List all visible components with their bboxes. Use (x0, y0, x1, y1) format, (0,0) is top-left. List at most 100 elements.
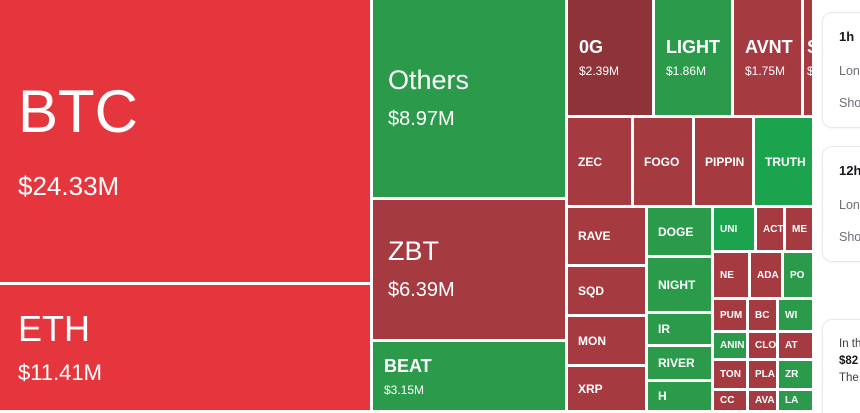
tile-symbol: MON (578, 333, 606, 348)
tile-ton[interactable]: TON (714, 361, 746, 388)
tile-symbol: WI (785, 309, 798, 321)
tile-symbol: UNI (720, 223, 738, 235)
tile-ne[interactable]: NE (714, 253, 748, 297)
tile-beat[interactable]: BEAT $3.15M (373, 342, 565, 410)
tile-symbol: RAVE (578, 229, 611, 243)
tile-symbol: ME (792, 223, 807, 235)
tile-value: $1.86M (666, 64, 707, 78)
tile-s[interactable]: S $ (804, 0, 812, 115)
tile-fogo[interactable]: FOGO (634, 118, 692, 205)
tile-symbol: LIGHT (666, 37, 720, 57)
tile-at[interactable]: AT (779, 333, 812, 358)
tile-value: $24.33M (18, 171, 120, 201)
tile-symbol: AVNT (745, 37, 793, 57)
tile-pippin[interactable]: PIPPIN (695, 118, 752, 205)
summary-text-line: The (839, 372, 859, 384)
tile-me[interactable]: ME (786, 208, 812, 250)
tile-symbol: S (807, 37, 812, 58)
tile-symbol: TRUTH (765, 154, 806, 169)
short-stat-label: Sho (839, 230, 860, 244)
tile-symbol: ZBT (388, 236, 439, 267)
tile-mon[interactable]: MON (568, 317, 645, 364)
tile-cc[interactable]: CC (714, 391, 746, 410)
tile-symbol: AT (785, 340, 798, 351)
tile-0g[interactable]: 0G $2.39M (568, 0, 652, 115)
tile-symbol: LA (785, 395, 799, 406)
tile-river[interactable]: RIVER (648, 347, 711, 379)
tile-others[interactable]: Others $8.97M (373, 0, 565, 197)
tile-value: $11.41M (18, 360, 102, 386)
tile-zr[interactable]: ZR (779, 361, 812, 388)
sidebar-panel: 1h Lon Sho 12h Lon Sho In th $82 The (820, 0, 860, 413)
stats-card-title: 12h (839, 163, 860, 178)
tile-symbol: DOGE (658, 224, 694, 239)
tile-symbol: TON (720, 369, 741, 380)
tile-po[interactable]: PO (784, 253, 812, 297)
tile-symbol: NE (720, 269, 734, 281)
tile-avnt[interactable]: AVNT $1.75M (734, 0, 801, 115)
tile-symbol: AVA (755, 395, 775, 406)
tile-wi[interactable]: WI (779, 300, 812, 330)
stats-card-title: 1h (839, 29, 855, 44)
tile-symbol: ZEC (578, 154, 602, 169)
tile-pum[interactable]: PUM (714, 300, 746, 330)
tile-symbol: RIVER (658, 356, 695, 370)
tile-symbol: PUM (720, 309, 743, 321)
tile-symbol: CLO (755, 340, 776, 351)
tile-night[interactable]: NIGHT (648, 258, 711, 311)
summary-card: In th $82 The (822, 319, 860, 413)
tile-zbt[interactable]: ZBT $6.39M (373, 200, 565, 339)
tile-symbol: Others (388, 65, 470, 96)
tile-value: $3.15M (384, 382, 425, 397)
tile-rave[interactable]: RAVE (568, 208, 645, 264)
tile-symbol: ZR (785, 369, 799, 380)
summary-amount-line: $82 (839, 355, 859, 367)
tile-symbol: FOGO (644, 154, 680, 169)
tile-value: $2.39M (579, 64, 620, 78)
tile-bc[interactable]: BC (749, 300, 776, 330)
tile-symbol: ANIN (720, 340, 745, 351)
tile-symbol: PLA (755, 369, 775, 380)
tile-symbol: ADA (757, 269, 779, 281)
tile-symbol: ACT (763, 223, 783, 235)
stats-card-12h: 12h Lon Sho (822, 146, 860, 262)
tile-la[interactable]: LA (779, 391, 812, 410)
tile-ir[interactable]: IR (648, 314, 711, 344)
tile-symbol: PIPPIN (705, 154, 745, 169)
tile-uni[interactable]: UNI (714, 208, 754, 250)
tile-value: $1.75M (745, 64, 786, 78)
tile-light[interactable]: LIGHT $1.86M (655, 0, 731, 115)
tile-symbol: BC (755, 309, 770, 321)
tile-doge[interactable]: DOGE (648, 208, 711, 255)
tile-pla[interactable]: PLA (749, 361, 776, 388)
tile-act[interactable]: ACT (757, 208, 783, 250)
tile-symbol: ETH (18, 307, 90, 349)
tile-anin[interactable]: ANIN (714, 333, 746, 358)
tile-ava[interactable]: AVA (749, 391, 776, 410)
tile-symbol: SQD (578, 283, 605, 298)
tile-ada[interactable]: ADA (751, 253, 781, 297)
tile-btc[interactable]: BTC $24.33M (0, 0, 370, 282)
long-stat-label: Lon (839, 64, 860, 78)
tile-eth[interactable]: ETH $11.41M (0, 285, 370, 410)
tile-symbol: IR (658, 322, 670, 336)
tile-sqd[interactable]: SQD (568, 267, 645, 314)
tile-h[interactable]: H (648, 382, 711, 410)
tile-zec[interactable]: ZEC (568, 118, 631, 205)
tile-clo[interactable]: CLO (749, 333, 776, 358)
tile-xrp[interactable]: XRP (568, 367, 645, 410)
tile-truth[interactable]: TRUTH (755, 118, 812, 205)
tile-symbol: CC (720, 395, 735, 406)
tile-value: $8.97M (388, 107, 455, 130)
tile-value: $6.39M (388, 278, 455, 301)
tile-symbol: NIGHT (658, 277, 696, 292)
tile-symbol: 0G (579, 37, 604, 57)
tile-symbol: BTC (18, 78, 138, 145)
long-stat-label: Lon (839, 198, 860, 212)
summary-text-line: In th (839, 338, 860, 350)
liquidation-treemap: BTC $24.33M ETH $11.41M Others $8.97M ZB… (0, 0, 812, 410)
stats-card-1h: 1h Lon Sho (822, 12, 860, 128)
short-stat-label: Sho (839, 96, 860, 110)
tile-symbol: H (658, 389, 667, 403)
